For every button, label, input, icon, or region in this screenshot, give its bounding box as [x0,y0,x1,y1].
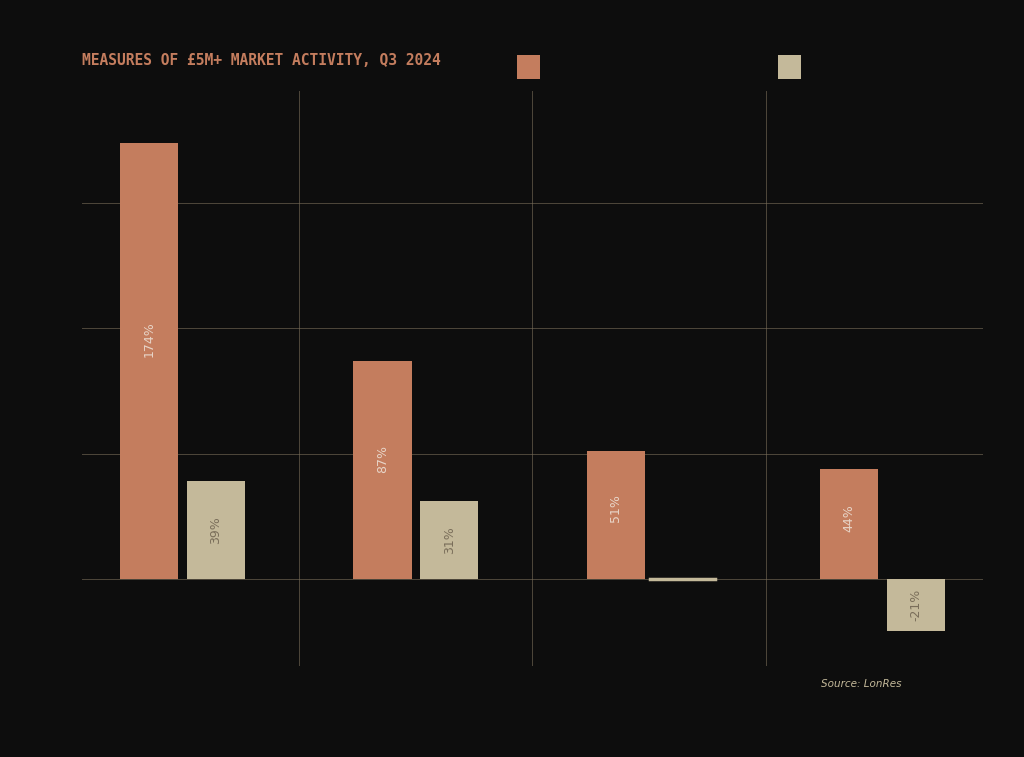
Text: 44%: 44% [843,504,855,532]
Bar [820,469,879,578]
Text: -21%: -21% [909,589,923,621]
Bar [887,578,945,631]
Bar [587,451,645,578]
Text: Source: LonRes: Source: LonRes [820,679,901,689]
Bar [420,501,478,578]
Text: 174%: 174% [142,322,156,357]
Text: 51%: 51% [609,494,623,522]
Bar [120,143,178,578]
Text: MEASURES OF £5M+ MARKET ACTIVITY, Q3 2024: MEASURES OF £5M+ MARKET ACTIVITY, Q3 202… [82,53,440,68]
Text: 87%: 87% [376,445,389,473]
Bar [353,361,412,578]
Bar [186,481,245,578]
Text: 39%: 39% [210,516,222,544]
Text: 31%: 31% [442,526,456,553]
